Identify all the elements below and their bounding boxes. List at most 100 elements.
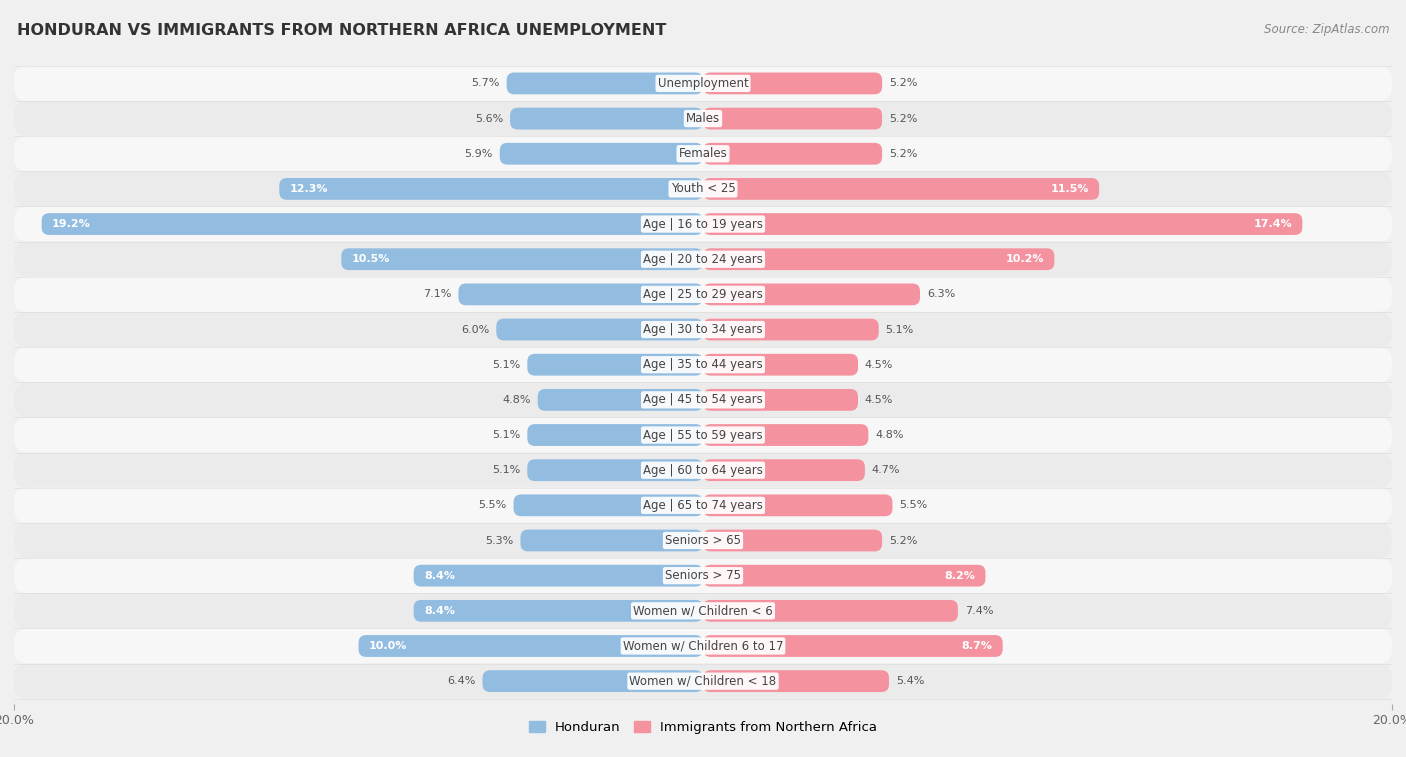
FancyBboxPatch shape bbox=[513, 494, 703, 516]
FancyBboxPatch shape bbox=[703, 319, 879, 341]
Text: Age | 20 to 24 years: Age | 20 to 24 years bbox=[643, 253, 763, 266]
Text: 4.5%: 4.5% bbox=[865, 395, 893, 405]
FancyBboxPatch shape bbox=[703, 107, 882, 129]
FancyBboxPatch shape bbox=[703, 178, 1099, 200]
FancyBboxPatch shape bbox=[703, 600, 957, 621]
Text: 5.2%: 5.2% bbox=[889, 79, 917, 89]
Text: 7.4%: 7.4% bbox=[965, 606, 993, 616]
FancyBboxPatch shape bbox=[14, 207, 1392, 241]
Text: Age | 16 to 19 years: Age | 16 to 19 years bbox=[643, 217, 763, 231]
Text: Females: Females bbox=[679, 148, 727, 160]
Text: 5.1%: 5.1% bbox=[492, 430, 520, 440]
FancyBboxPatch shape bbox=[510, 107, 703, 129]
FancyBboxPatch shape bbox=[14, 628, 1392, 664]
Text: 5.5%: 5.5% bbox=[478, 500, 506, 510]
FancyBboxPatch shape bbox=[14, 171, 1392, 207]
FancyBboxPatch shape bbox=[482, 670, 703, 692]
Text: 6.3%: 6.3% bbox=[927, 289, 955, 299]
Text: 5.2%: 5.2% bbox=[889, 535, 917, 546]
FancyBboxPatch shape bbox=[342, 248, 703, 270]
Text: 11.5%: 11.5% bbox=[1050, 184, 1088, 194]
Text: 4.8%: 4.8% bbox=[875, 430, 904, 440]
FancyBboxPatch shape bbox=[703, 565, 986, 587]
Text: 19.2%: 19.2% bbox=[52, 219, 91, 229]
FancyBboxPatch shape bbox=[527, 459, 703, 481]
FancyBboxPatch shape bbox=[458, 283, 703, 305]
FancyBboxPatch shape bbox=[703, 73, 882, 95]
Text: 5.7%: 5.7% bbox=[471, 79, 499, 89]
FancyBboxPatch shape bbox=[496, 319, 703, 341]
Text: 6.4%: 6.4% bbox=[447, 676, 475, 686]
Text: 12.3%: 12.3% bbox=[290, 184, 328, 194]
FancyBboxPatch shape bbox=[14, 66, 1392, 101]
FancyBboxPatch shape bbox=[14, 558, 1392, 593]
FancyBboxPatch shape bbox=[703, 213, 1302, 235]
Text: 5.1%: 5.1% bbox=[492, 360, 520, 369]
Text: Age | 30 to 34 years: Age | 30 to 34 years bbox=[643, 323, 763, 336]
Text: Age | 25 to 29 years: Age | 25 to 29 years bbox=[643, 288, 763, 301]
Text: 4.8%: 4.8% bbox=[502, 395, 531, 405]
FancyBboxPatch shape bbox=[499, 143, 703, 164]
FancyBboxPatch shape bbox=[703, 283, 920, 305]
FancyBboxPatch shape bbox=[703, 143, 882, 164]
Text: Age | 45 to 54 years: Age | 45 to 54 years bbox=[643, 394, 763, 407]
Text: 17.4%: 17.4% bbox=[1253, 219, 1292, 229]
Text: 8.2%: 8.2% bbox=[945, 571, 976, 581]
FancyBboxPatch shape bbox=[359, 635, 703, 657]
FancyBboxPatch shape bbox=[14, 453, 1392, 488]
Text: 5.1%: 5.1% bbox=[492, 466, 520, 475]
Text: 10.5%: 10.5% bbox=[352, 254, 389, 264]
FancyBboxPatch shape bbox=[413, 600, 703, 621]
FancyBboxPatch shape bbox=[703, 389, 858, 411]
FancyBboxPatch shape bbox=[14, 488, 1392, 523]
FancyBboxPatch shape bbox=[14, 312, 1392, 347]
FancyBboxPatch shape bbox=[280, 178, 703, 200]
Text: 4.7%: 4.7% bbox=[872, 466, 900, 475]
FancyBboxPatch shape bbox=[14, 523, 1392, 558]
Text: 5.2%: 5.2% bbox=[889, 114, 917, 123]
Text: 8.4%: 8.4% bbox=[425, 571, 456, 581]
Text: Age | 35 to 44 years: Age | 35 to 44 years bbox=[643, 358, 763, 371]
FancyBboxPatch shape bbox=[14, 382, 1392, 417]
Text: 5.6%: 5.6% bbox=[475, 114, 503, 123]
FancyBboxPatch shape bbox=[413, 565, 703, 587]
Text: 5.3%: 5.3% bbox=[485, 535, 513, 546]
Text: 10.0%: 10.0% bbox=[368, 641, 408, 651]
Text: Seniors > 75: Seniors > 75 bbox=[665, 569, 741, 582]
Text: Unemployment: Unemployment bbox=[658, 77, 748, 90]
Text: 5.9%: 5.9% bbox=[464, 148, 494, 159]
FancyBboxPatch shape bbox=[520, 530, 703, 551]
Text: Age | 55 to 59 years: Age | 55 to 59 years bbox=[643, 428, 763, 441]
Text: Youth < 25: Youth < 25 bbox=[671, 182, 735, 195]
FancyBboxPatch shape bbox=[703, 494, 893, 516]
FancyBboxPatch shape bbox=[703, 354, 858, 375]
FancyBboxPatch shape bbox=[703, 635, 1002, 657]
FancyBboxPatch shape bbox=[527, 424, 703, 446]
Text: 4.5%: 4.5% bbox=[865, 360, 893, 369]
Legend: Honduran, Immigrants from Northern Africa: Honduran, Immigrants from Northern Afric… bbox=[523, 715, 883, 740]
Text: 10.2%: 10.2% bbox=[1005, 254, 1045, 264]
FancyBboxPatch shape bbox=[14, 241, 1392, 277]
Text: HONDURAN VS IMMIGRANTS FROM NORTHERN AFRICA UNEMPLOYMENT: HONDURAN VS IMMIGRANTS FROM NORTHERN AFR… bbox=[17, 23, 666, 38]
Text: Seniors > 65: Seniors > 65 bbox=[665, 534, 741, 547]
Text: Women w/ Children 6 to 17: Women w/ Children 6 to 17 bbox=[623, 640, 783, 653]
FancyBboxPatch shape bbox=[14, 101, 1392, 136]
Text: 5.2%: 5.2% bbox=[889, 148, 917, 159]
FancyBboxPatch shape bbox=[703, 424, 869, 446]
FancyBboxPatch shape bbox=[14, 664, 1392, 699]
FancyBboxPatch shape bbox=[537, 389, 703, 411]
FancyBboxPatch shape bbox=[527, 354, 703, 375]
FancyBboxPatch shape bbox=[703, 530, 882, 551]
FancyBboxPatch shape bbox=[14, 277, 1392, 312]
FancyBboxPatch shape bbox=[14, 347, 1392, 382]
Text: Age | 65 to 74 years: Age | 65 to 74 years bbox=[643, 499, 763, 512]
FancyBboxPatch shape bbox=[703, 248, 1054, 270]
Text: 8.7%: 8.7% bbox=[962, 641, 993, 651]
Text: Women w/ Children < 18: Women w/ Children < 18 bbox=[630, 674, 776, 687]
FancyBboxPatch shape bbox=[703, 670, 889, 692]
FancyBboxPatch shape bbox=[14, 593, 1392, 628]
Text: Women w/ Children < 6: Women w/ Children < 6 bbox=[633, 604, 773, 617]
Text: 5.4%: 5.4% bbox=[896, 676, 924, 686]
Text: Source: ZipAtlas.com: Source: ZipAtlas.com bbox=[1264, 23, 1389, 36]
FancyBboxPatch shape bbox=[506, 73, 703, 95]
